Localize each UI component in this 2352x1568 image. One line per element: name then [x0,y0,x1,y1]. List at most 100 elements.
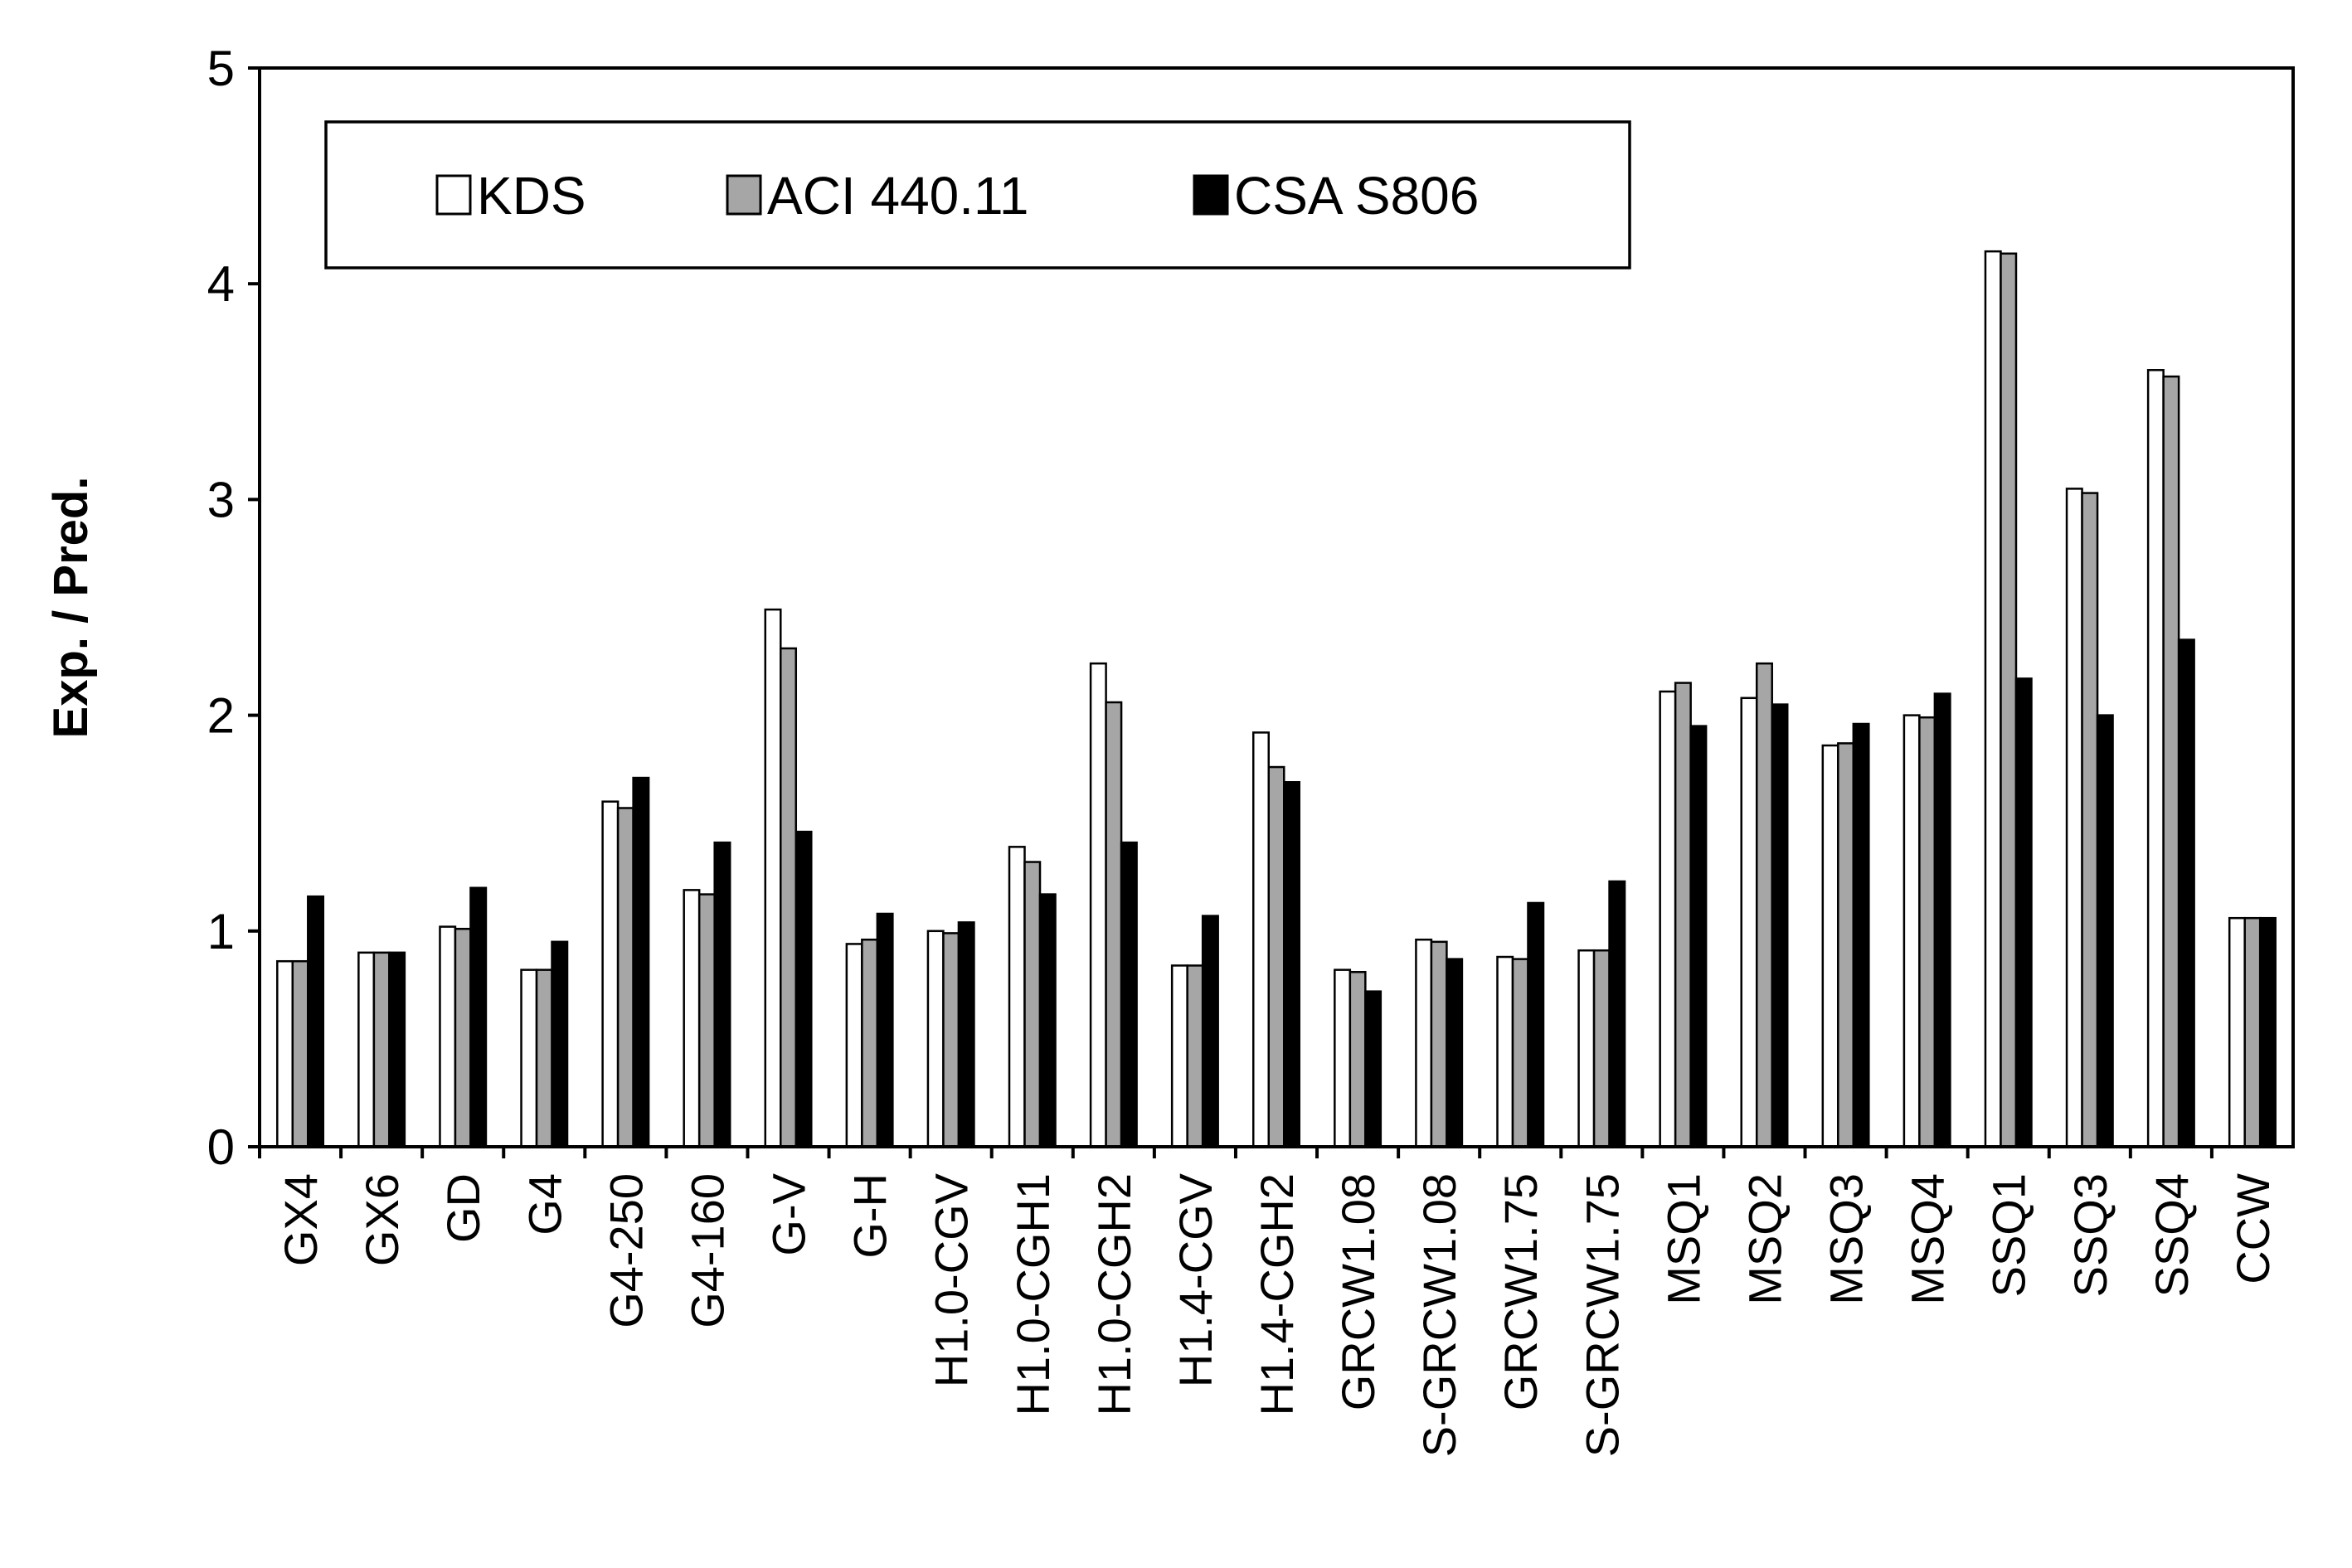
bar [1852,722,1870,1148]
bar [683,889,701,1148]
bar [1577,949,1596,1148]
bar [1527,901,1545,1148]
x-tick-label: MSQ4 [1902,1173,1954,1305]
bar [2014,677,2033,1148]
bar [1902,714,1921,1148]
y-axis-title: Exp. / Pred. [44,477,98,739]
legend-box [324,120,1631,269]
bar [2258,916,2277,1148]
bar [276,959,294,1148]
bar [1334,968,1352,1148]
bar [795,830,813,1148]
bar [1821,744,1839,1148]
bar [1089,662,1107,1148]
y-tick-label: 0 [207,1119,235,1175]
bar [2065,488,2083,1148]
x-tick-label: MSQ3 [1820,1173,1873,1305]
x-tick-label: G4-160 [681,1173,733,1328]
bar [1170,964,1188,1148]
bar [1608,880,1626,1148]
bar [601,800,620,1148]
bar [2228,916,2246,1148]
x-tick-label: GX6 [356,1173,408,1266]
x-tick-label: SSQ1 [1983,1173,2035,1297]
bar [957,921,975,1148]
legend-swatch [1193,174,1229,216]
bar [845,943,863,1148]
legend-label: CSA S806 [1234,166,1479,226]
bar [1740,697,1758,1148]
bar [1430,940,1448,1148]
bar [469,886,488,1148]
bar [1511,958,1529,1148]
legend: KDS ACI 440.11 CSA S806 [324,120,1631,269]
bar [1496,955,1514,1148]
x-tick-label: H1.0-CGV [926,1172,978,1387]
bar [357,951,376,1148]
x-tick-label: GRCW1.08 [1332,1173,1384,1410]
bar [1592,949,1611,1148]
bar [713,841,731,1148]
bar [1252,731,1270,1148]
bar [1446,958,1464,1148]
x-tick-label: G-V [763,1172,815,1255]
x-axis-labels: GX4 GX6 GD G4 G4-250 G4-160 G-V G-H H1.0-CGV H1.0… [258,1147,2279,1457]
x-tick-label: H1.0-CGH1 [1007,1173,1059,1416]
legend-label: ACI 440.11 [767,166,1028,226]
x-tick-label: CCW [2227,1173,2279,1284]
x-tick-label: GX4 [275,1173,327,1266]
bar [632,776,650,1148]
bar [291,959,309,1148]
x-tick-label: MSQ1 [1657,1173,1709,1305]
legend-swatch [435,174,472,216]
y-axis: 0 1 2 3 4 5 [207,41,260,1175]
bar [1201,915,1219,1148]
bar [861,938,879,1148]
x-tick-label: S-GRCW1.08 [1413,1173,1465,1457]
x-tick-label: G4 [518,1173,571,1235]
x-tick-label: S-GRCW1.75 [1576,1173,1628,1457]
bar [1918,716,1937,1148]
bar [1120,841,1138,1148]
bar [372,951,391,1148]
bar [1933,692,1951,1148]
bar [764,608,782,1148]
bar [1659,690,1677,1148]
bar [439,925,457,1148]
bar [1984,250,2002,1148]
x-tick-label: MSQ2 [1738,1173,1791,1305]
bar [535,968,553,1148]
x-tick-label: H1.0-CGH2 [1088,1173,1140,1416]
bar [1283,781,1300,1148]
bar [2177,638,2195,1148]
legend-label: KDS [477,166,586,226]
bar [942,932,960,1148]
bar [1771,703,1789,1148]
bar [2081,492,2099,1148]
bar [1186,964,1204,1148]
x-tick-label: SSQ3 [2064,1173,2116,1297]
y-tick-label: 5 [207,41,235,96]
bar [2000,252,2018,1148]
bar [1364,990,1383,1148]
bar [2146,369,2165,1148]
bar [1023,861,1042,1148]
bar [1755,662,1773,1148]
bar [1349,970,1367,1148]
bar [1837,742,1855,1148]
bar [2096,714,2114,1148]
bar [1415,938,1433,1148]
bar [926,930,945,1148]
bar [1689,725,1708,1148]
legend-swatch [726,174,762,216]
bar [876,912,894,1148]
bar [780,647,798,1148]
bar [1267,765,1285,1148]
bar [1674,682,1692,1148]
bar [1008,846,1026,1148]
bar [388,951,406,1148]
bar [520,968,538,1148]
bar [616,807,634,1148]
bar [1105,701,1123,1148]
